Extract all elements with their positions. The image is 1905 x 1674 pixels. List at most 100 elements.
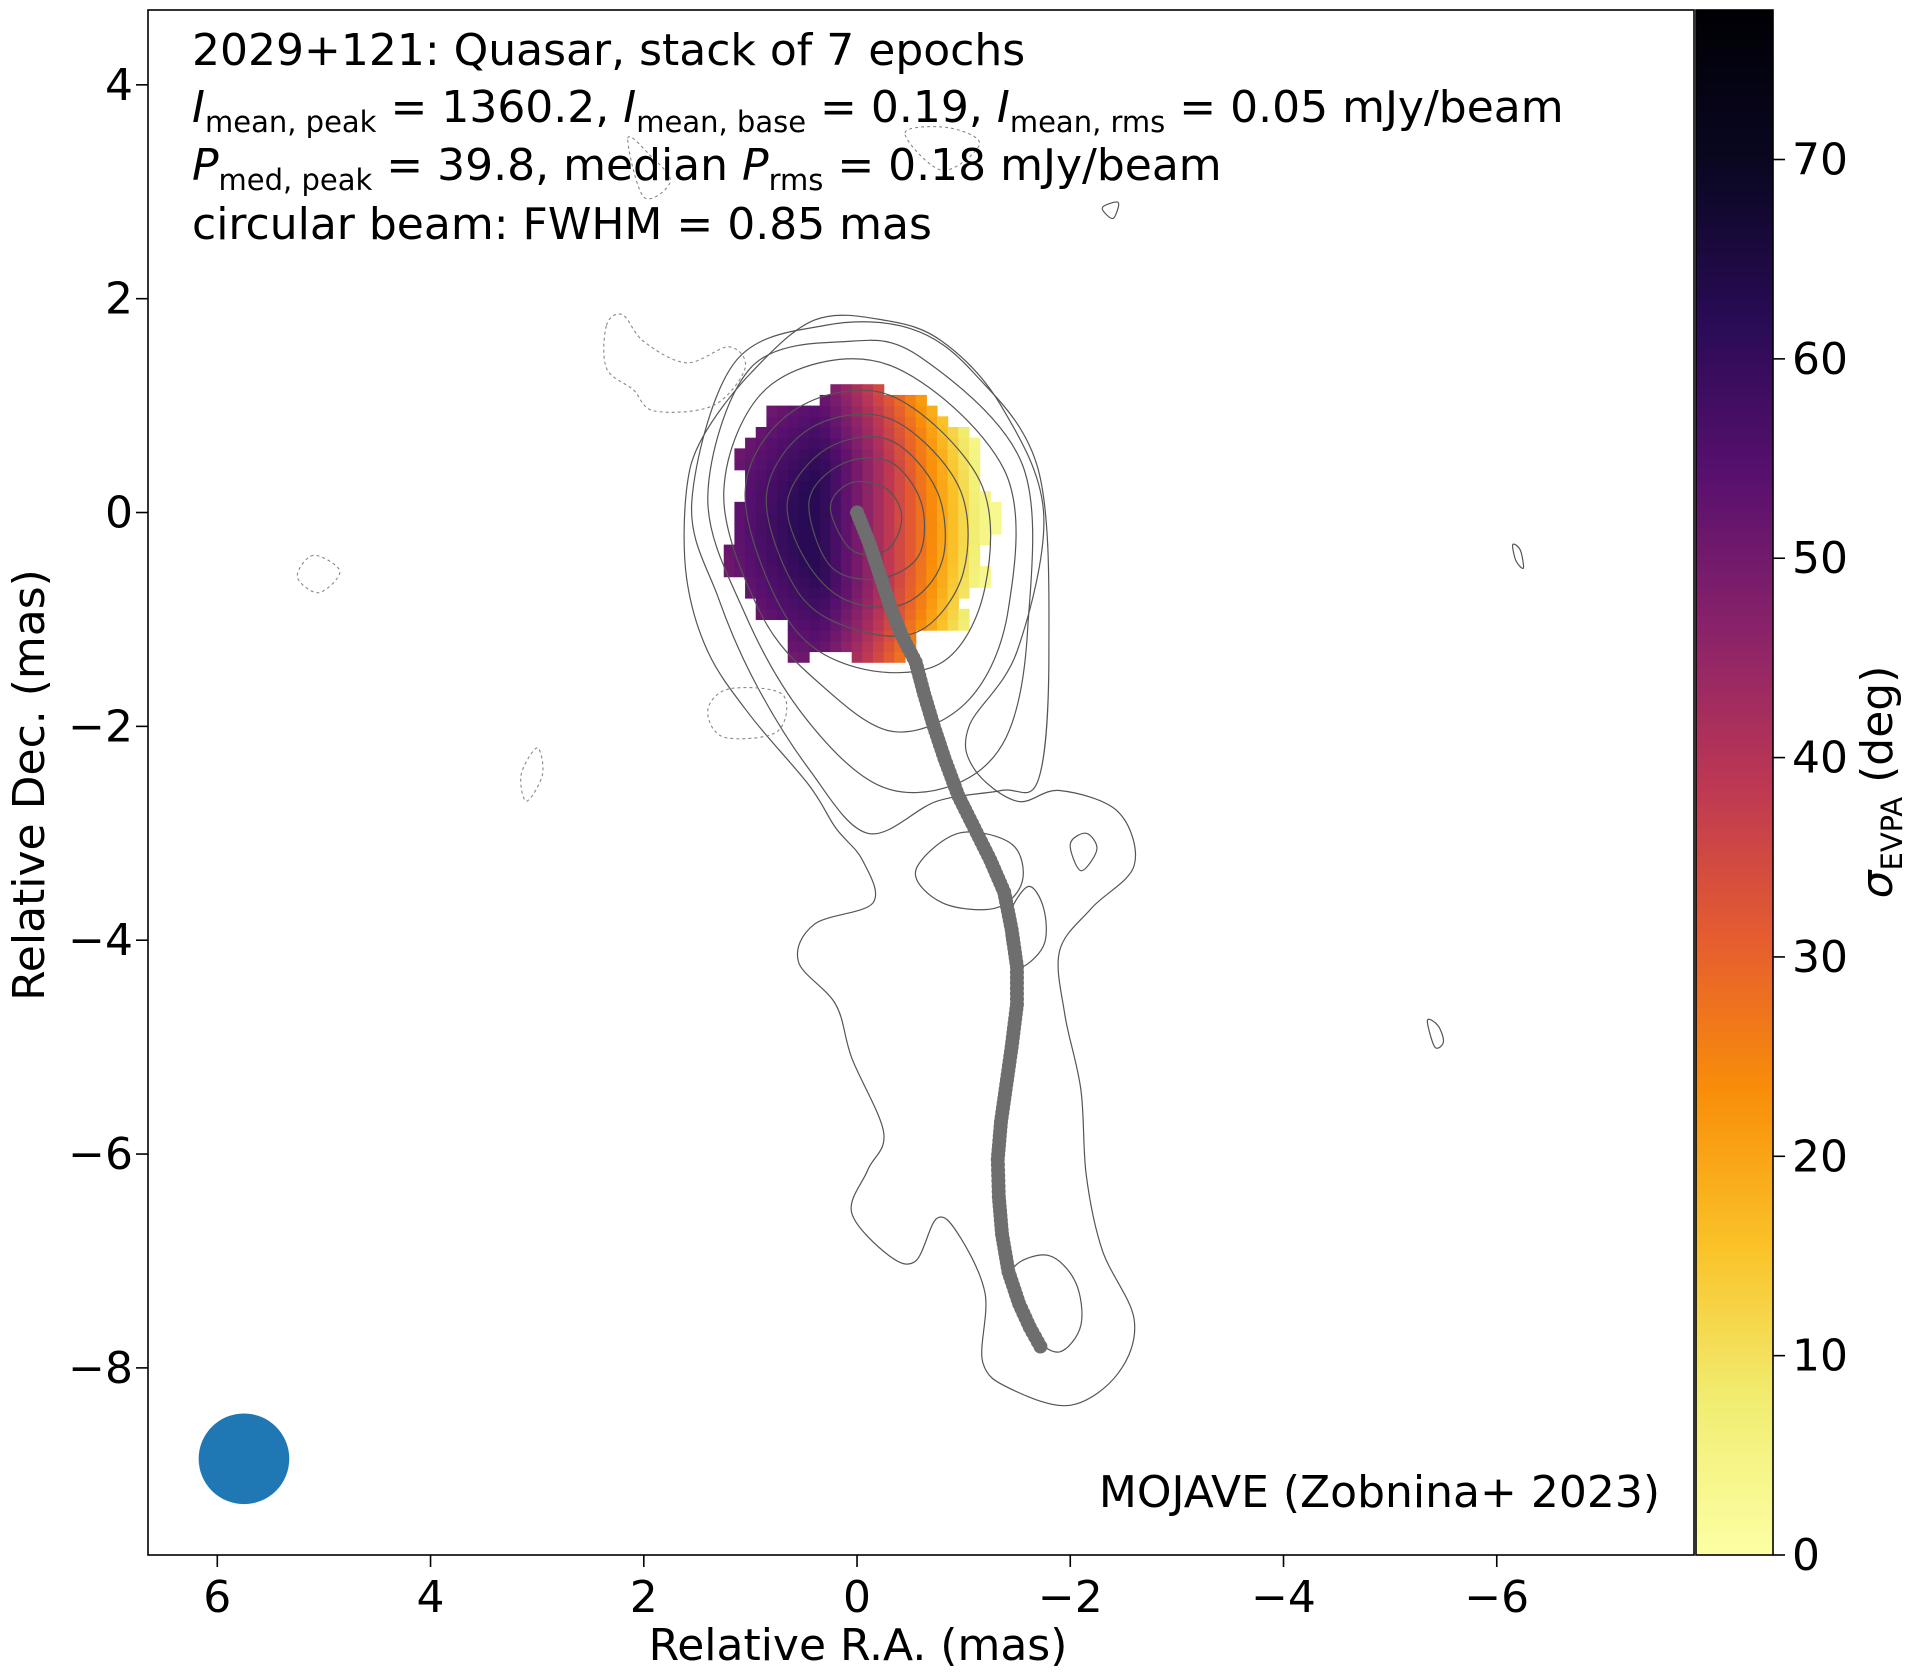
evpa-pixel: [936, 480, 949, 492]
evpa-pixel: [766, 426, 778, 439]
evpa-pixel: [755, 544, 767, 556]
evpa-pixel: [745, 501, 757, 514]
evpa-pixel: [777, 533, 789, 546]
evpa-pixel: [841, 565, 853, 578]
evpa-pixel: [755, 533, 767, 546]
evpa-pixel: [766, 533, 778, 546]
evpa-pixel: [830, 523, 842, 535]
evpa-pixel: [873, 533, 885, 546]
evpa-pixel: [862, 587, 874, 599]
evpa-pixel: [766, 523, 778, 535]
x-tick-label: 4: [417, 1572, 445, 1623]
evpa-pixel: [734, 544, 746, 556]
evpa-pixel: [894, 555, 906, 567]
evpa-pixel: [841, 480, 853, 492]
evpa-pixel: [958, 555, 970, 567]
evpa-pixel: [883, 448, 895, 460]
contour-dashed: [904, 126, 981, 171]
evpa-pixel: [851, 459, 863, 471]
evpa-pixel: [830, 608, 842, 621]
evpa-pixel: [873, 480, 885, 492]
evpa-pixel: [809, 523, 821, 535]
evpa-pixel: [947, 619, 959, 631]
contour-solid: [786, 436, 946, 608]
evpa-pixel: [841, 608, 853, 621]
evpa-pixel: [755, 459, 767, 471]
evpa-pixel: [915, 598, 927, 610]
evpa-pixel: [777, 426, 789, 439]
x-tick-label: 6: [203, 1572, 231, 1623]
evpa-pixel: [787, 619, 799, 631]
evpa-pixel: [926, 480, 938, 492]
evpa-pixel: [830, 405, 842, 417]
evpa-pixel: [809, 587, 821, 599]
evpa-pixel: [766, 501, 778, 514]
evpa-pixel: [787, 459, 799, 471]
evpa-pixel: [809, 491, 821, 503]
evpa-pixel: [915, 448, 927, 460]
evpa-pixel: [841, 512, 853, 524]
evpa-pixel: [798, 437, 810, 449]
evpa-pixel: [830, 426, 842, 439]
colorbar-tick-label: 10: [1792, 1331, 1848, 1382]
evpa-pixel: [830, 501, 842, 514]
evpa-pixel: [745, 576, 757, 588]
evpa-pixel: [862, 459, 874, 471]
evpa-pixel: [777, 523, 789, 535]
evpa-pixel: [968, 512, 981, 524]
evpa-pixel: [766, 448, 778, 460]
evpa-pixel: [819, 544, 831, 556]
evpa-pixel: [766, 437, 778, 449]
contour-solid: [1101, 201, 1120, 220]
evpa-pixel: [766, 459, 778, 471]
evpa-pixel: [883, 523, 895, 535]
evpa-pixel: [734, 555, 746, 567]
evpa-pixel: [809, 630, 821, 642]
evpa-pixel: [979, 576, 991, 588]
evpa-pixel: [766, 405, 778, 417]
evpa-pixel: [947, 598, 959, 610]
evpa-pixel: [905, 565, 917, 578]
evpa-pixel: [979, 565, 991, 578]
evpa-pixel: [936, 598, 949, 610]
evpa-pixel: [958, 469, 970, 482]
evpa-pixel: [830, 640, 842, 653]
evpa-pixel: [766, 480, 778, 492]
evpa-pixel: [841, 523, 853, 535]
evpa-pixel: [819, 608, 831, 621]
evpa-pixel: [787, 501, 799, 514]
evpa-pixel: [851, 405, 863, 417]
evpa-pixel: [755, 448, 767, 460]
evpa-pixel: [851, 416, 863, 428]
evpa-pixel: [745, 544, 757, 556]
evpa-pixel: [915, 459, 927, 471]
evpa-pixel: [841, 533, 853, 546]
evpa-pixel: [915, 619, 927, 631]
evpa-pixel: [936, 437, 949, 449]
evpa-pixel: [905, 523, 917, 535]
evpa-pixel: [787, 651, 799, 663]
evpa-pixel: [905, 469, 917, 482]
evpa-pixel: [830, 512, 842, 524]
x-tick-label: −6: [1464, 1572, 1529, 1623]
evpa-pixel: [862, 491, 874, 503]
evpa-pixel: [926, 523, 938, 535]
evpa-pixel: [862, 608, 874, 621]
y-axis-label: Relative Dec. (mas): [4, 569, 55, 1001]
evpa-pixel: [936, 512, 949, 524]
evpa-pixel: [851, 491, 863, 503]
header: 2029+121: Quasar, stack of 7 epochs Imea…: [192, 25, 1564, 250]
evpa-pixel: [947, 523, 959, 535]
evpa-pixel: [798, 480, 810, 492]
evpa-pixel: [745, 565, 757, 578]
evpa-pixel: [883, 491, 895, 503]
evpa-pixel: [798, 501, 810, 514]
colorbar-tick-label: 0: [1792, 1530, 1820, 1581]
evpa-pixel: [915, 416, 927, 428]
evpa-pixel: [862, 565, 874, 578]
evpa-pixel: [787, 480, 799, 492]
evpa-pixel: [936, 587, 949, 599]
evpa-pixel: [841, 416, 853, 428]
beam-ellipse: [198, 1413, 290, 1505]
evpa-pixel: [755, 501, 767, 514]
